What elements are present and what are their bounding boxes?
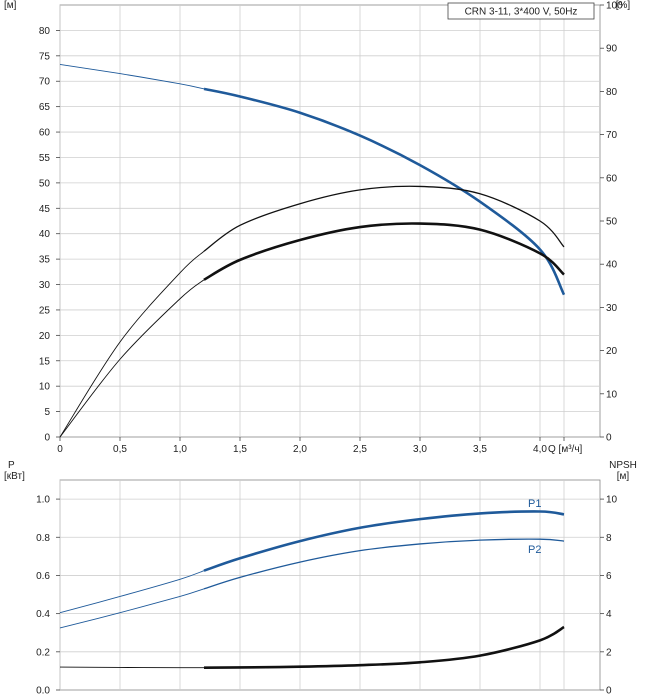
- head-efficiency-panel: 0 5 10 15 20 25 30 35 40 45 50 55 60 65 70 75 80 0 10 20 30 4…: [4, 0, 630, 455]
- efficiency-curve-upper-line-thin: [59, 250, 205, 438]
- head-curve-line-thin: [59, 64, 205, 90]
- right-axis-unit: [м]: [617, 471, 630, 482]
- left-tick-label: 0.4: [36, 609, 50, 620]
- right-tick-label: 80: [606, 87, 618, 98]
- x-tick-label: 0,5: [113, 444, 127, 455]
- left-axis-name: P: [8, 460, 15, 471]
- left-tick-label: 25: [39, 305, 51, 316]
- left-tick-label: 5: [44, 407, 50, 418]
- right-tick-label: 6: [606, 571, 612, 582]
- left-axis-unit: [кВт]: [4, 471, 25, 482]
- left-tick-label: 0.6: [36, 571, 50, 582]
- right-tick-label: 30: [606, 303, 618, 314]
- right-tick-label: 60: [606, 173, 618, 184]
- right-tick-label: 2: [606, 647, 612, 658]
- plot-frame: [59, 4, 601, 438]
- right-tick-label: 90: [606, 44, 618, 55]
- series-label-p1: P1: [528, 498, 541, 510]
- power-p1-curve-line: [203, 510, 565, 572]
- x-tick-label: 3,0: [413, 444, 427, 455]
- right-axis-unit: [%]: [616, 0, 631, 11]
- left-tick-label: 55: [39, 153, 51, 164]
- right-tick-label: 0: [606, 433, 612, 444]
- right-tick-label: 70: [606, 130, 618, 141]
- right-tick-label: 20: [606, 346, 618, 357]
- power-p2-curve-line: [203, 538, 565, 590]
- left-tick-label: 15: [39, 356, 51, 367]
- left-tick-label: 0.8: [36, 533, 50, 544]
- left-tick-label: 10: [39, 382, 51, 393]
- left-tick-label: 0.0: [36, 686, 50, 697]
- x-tick-label: 1,5: [233, 444, 247, 455]
- x-tick-label: 3,5: [473, 444, 487, 455]
- efficiency-curve-lower-line: [203, 222, 565, 281]
- right-tick-label: 100: [606, 1, 623, 12]
- x-tick-label: 0: [57, 444, 63, 455]
- right-tick-label: 10: [606, 389, 618, 400]
- head-curve-line: [203, 87, 566, 296]
- left-tick-label: 35: [39, 255, 51, 266]
- right-tick-label: 50: [606, 217, 618, 228]
- left-tick-label: 75: [39, 51, 51, 62]
- right-axis-name: NPSH: [609, 460, 637, 471]
- left-tick-label: 0: [44, 433, 50, 444]
- x-tick-label: 4,0: [533, 444, 547, 455]
- left-tick-label: 70: [39, 77, 51, 88]
- left-tick-label: 45: [39, 204, 51, 215]
- efficiency-curve-upper-line: [203, 185, 565, 252]
- npsh-curve-line-thin: [59, 666, 205, 669]
- power-p1-curve-line-thin: [59, 570, 205, 614]
- series-label-p2: P2: [528, 544, 541, 556]
- left-tick-label: 60: [39, 128, 51, 139]
- left-tick-label: 20: [39, 331, 51, 342]
- x-axis-label: Q [м³/ч]: [548, 444, 583, 455]
- left-tick-label: 30: [39, 280, 51, 291]
- left-tick-label: 65: [39, 102, 51, 113]
- x-tick-label: 2,0: [293, 444, 307, 455]
- npsh-curve-line: [203, 625, 565, 669]
- x-tick-label: 1,0: [173, 444, 187, 455]
- right-tick-label: 8: [606, 533, 612, 544]
- left-tick-label: 80: [39, 26, 51, 37]
- left-tick-label: 50: [39, 178, 51, 189]
- right-tick-label: 40: [606, 260, 618, 271]
- left-tick-label: 40: [39, 229, 51, 240]
- x-tick-label: 2,5: [353, 444, 367, 455]
- right-tick-label: 4: [606, 609, 612, 620]
- chart-title: CRN 3-11, 3*400 V, 50Hz: [465, 7, 578, 18]
- left-tick-label: 0.2: [36, 647, 50, 658]
- legend-box: CRN 3-11, 3*400 V, 50Hz: [447, 2, 595, 20]
- power-npsh-panel: 0.0 0.2 0.4 0.6 0.8 1.0 0 2 4 6 8 10 P[кВт] NPSH[м] P1…: [4, 460, 637, 697]
- left-axis-unit: [м]: [4, 0, 17, 11]
- right-tick-label: 10: [606, 495, 618, 506]
- efficiency-curve-lower-line-thin: [59, 279, 205, 438]
- right-tick-label: 0: [606, 686, 612, 697]
- power-p2-curve-line-thin: [59, 588, 205, 629]
- left-tick-label: 1.0: [36, 495, 50, 506]
